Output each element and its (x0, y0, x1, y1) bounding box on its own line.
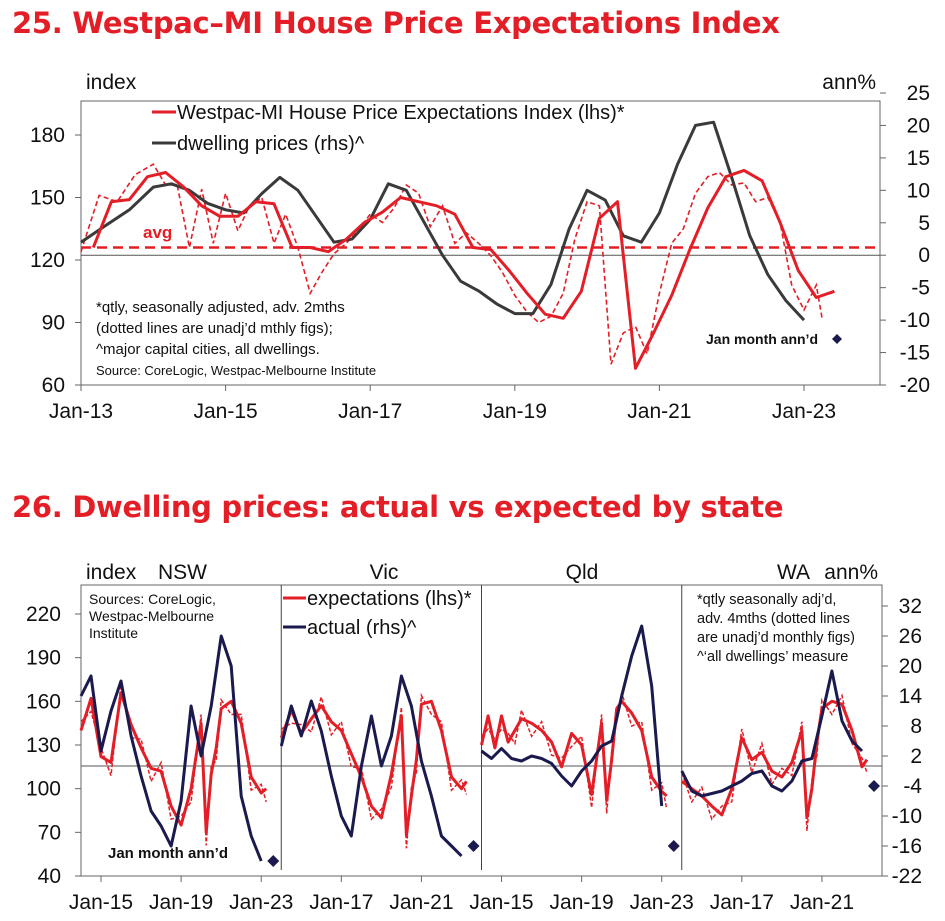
avg-label: avg (143, 223, 172, 242)
source-note: Source: CoreLogic, Westpac-Melbourne Ins… (96, 363, 376, 378)
actual-line (79, 634, 263, 862)
y-left-tick-label: 130 (26, 734, 61, 757)
y-right-tick-label: -10 (900, 309, 930, 332)
x-tick-label: Jan-17 (338, 400, 402, 423)
y-right-tick-label: -10 (892, 805, 922, 828)
panel-title-wa: WA (777, 561, 810, 584)
y-right-tick-label: 20 (907, 114, 930, 137)
y-right-axis-label: ann% (824, 561, 878, 584)
y-right-tick-label: 32 (899, 595, 922, 618)
x-tick-label: Jan-19 (149, 891, 213, 914)
x-tick-label: Jan-23 (630, 891, 694, 914)
y-right-tick-label: -20 (900, 374, 930, 397)
panel-title-qld: Qld (566, 561, 599, 584)
y-left-tick-label: 180 (30, 124, 65, 147)
y-right-tick-label: 10 (907, 179, 930, 202)
actual-line (680, 669, 864, 798)
panel-title-nsw: NSW (158, 561, 207, 584)
y-right-tick-label: 25 (907, 82, 930, 105)
y-right-tick-label: -15 (900, 342, 930, 365)
y-left-tick-label: 120 (30, 249, 65, 272)
y-left-tick-label: 150 (30, 187, 65, 210)
y-left-tick-label: 70 (38, 821, 61, 844)
footnote: (dotted lines are unadj’d mthly figs); (96, 320, 333, 337)
y-right-tick-label: 0 (918, 244, 930, 267)
jan-month-marker (832, 334, 842, 344)
x-tick-label: Jan-15 (69, 891, 133, 914)
y-right-tick-label: -4 (903, 775, 922, 798)
jan-month-marker (867, 780, 880, 792)
expectations-line (680, 699, 869, 820)
y-right-tick-label: -16 (892, 835, 922, 858)
y-left-axis-label: index (86, 561, 137, 584)
jan-month-annotation: Jan month ann’d (108, 845, 228, 862)
y-left-tick-label: 160 (26, 690, 61, 713)
y-left-tick-label: 60 (42, 374, 65, 397)
y-right-tick-label: 20 (899, 655, 922, 678)
x-tick-label: Jan-21 (790, 891, 854, 914)
y-left-tick-label: 40 (38, 865, 61, 888)
y-right-axis-label: ann% (822, 71, 876, 94)
legend-label: actual (rhs)^ (307, 617, 417, 639)
y-left-tick-label: 100 (26, 778, 61, 801)
source-note: Westpac-Melbourne (89, 608, 214, 624)
legend-label: dwelling prices (rhs)^ (177, 133, 365, 155)
chart-25-title: 25. Westpac–MI House Price Expectations … (12, 6, 780, 40)
y-right-tick-label: 2 (910, 745, 922, 768)
x-tick-label: Jan-23 (772, 400, 836, 423)
x-tick-label: Jan-15 (469, 891, 533, 914)
y-right-tick-label: 5 (918, 212, 930, 235)
x-tick-label: Jan-21 (627, 400, 691, 423)
panel-title-vic: Vic (370, 561, 399, 584)
jan-month-marker (667, 840, 680, 852)
expectations-monthly-line (681, 693, 868, 831)
y-right-tick-label: 26 (899, 625, 922, 648)
y-right-tick-label: -5 (911, 277, 930, 300)
legend-label: expectations (lhs)* (307, 588, 472, 610)
footnote: are unadj’d monthly figs) (697, 630, 855, 646)
footnote: ^‘all dwellings’ measure (697, 649, 848, 665)
expectations-line (480, 699, 668, 802)
y-left-tick-label: 190 (26, 647, 61, 670)
footnote: *qtly, seasonally adjusted, adv. 2mths (96, 299, 345, 316)
y-left-tick-label: 90 (42, 312, 65, 335)
y-left-axis-label: index (86, 71, 137, 94)
legend-label: Westpac-MI House Price Expectations Inde… (177, 102, 625, 124)
footnote: adv. 4mths (dotted lines (697, 611, 850, 627)
x-tick-label: Jan-13 (49, 400, 113, 423)
y-right-tick-label: 14 (899, 685, 923, 708)
actual-line (480, 624, 664, 807)
jan-month-marker (267, 855, 280, 867)
jan-month-marker (467, 840, 480, 852)
jan-month-annotation: Jan month ann’d (706, 331, 818, 347)
y-right-tick-label: -22 (892, 865, 922, 888)
x-tick-label: Jan-19 (550, 891, 614, 914)
actual-line (279, 674, 463, 858)
expectations-qtly-line (91, 168, 835, 370)
y-right-tick-label: 15 (907, 147, 930, 170)
x-tick-label: Jan-21 (389, 891, 453, 914)
footnote: ^major capital cities, all dwellings. (96, 341, 320, 358)
source-note: Sources: CoreLogic, (89, 591, 216, 607)
x-tick-label: Jan-17 (309, 891, 373, 914)
plot-frame (80, 100, 881, 386)
expectations-monthly-line (480, 692, 668, 814)
x-tick-label: Jan-17 (710, 891, 774, 914)
y-left-tick-label: 220 (26, 603, 61, 626)
footnote: *qtly seasonally adj’d, (697, 592, 836, 608)
chart-26-title: 26. Dwelling prices: actual vs expected … (12, 490, 784, 524)
x-tick-label: Jan-23 (229, 891, 293, 914)
source-note: Institute (89, 625, 138, 641)
chart-25: 60 90 120 150 180 -20 -15 -10 -5 0 5 10 15 20 25 Jan-13… (30, 71, 930, 423)
y-right-tick-label: 8 (910, 715, 922, 738)
dwelling-prices-line (80, 120, 806, 322)
x-tick-label: Jan-15 (193, 400, 257, 423)
x-tick-label: Jan-19 (483, 400, 547, 423)
